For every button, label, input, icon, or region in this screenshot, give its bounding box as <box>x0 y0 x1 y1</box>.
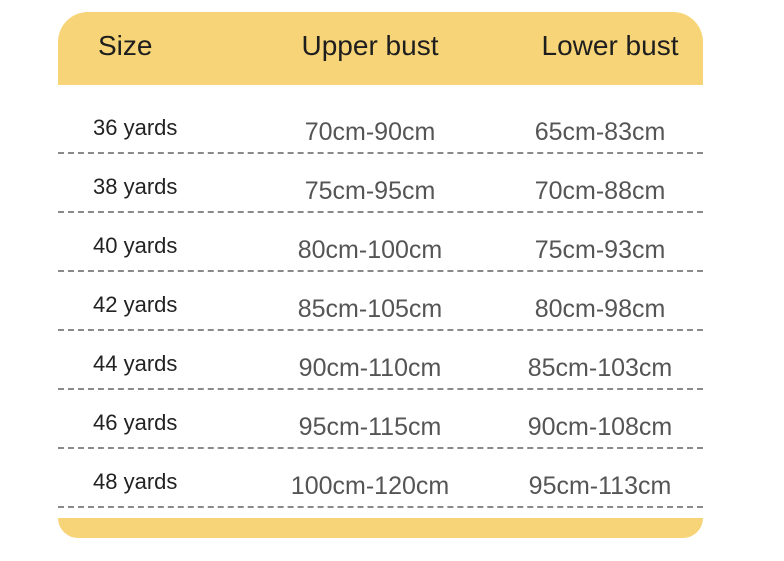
cell-lower-bust: 70cm-88cm <box>534 177 666 205</box>
table-row: 40 yards 80cm-100cm 75cm-93cm <box>58 211 703 272</box>
table-row: 36 yards 70cm-90cm 65cm-83cm <box>58 93 703 154</box>
table-footer-bar <box>58 518 703 538</box>
cell-size: 44 yards <box>93 351 178 376</box>
cell-size: 40 yards <box>93 233 178 258</box>
cell-lower-bust: 85cm-103cm <box>527 354 673 382</box>
cell-lower-bust: 95cm-113cm <box>528 472 672 500</box>
header-upper-bust: Upper bust <box>301 30 439 61</box>
cell-upper-bust: 100cm-120cm <box>290 472 450 500</box>
cell-size: 46 yards <box>93 410 178 435</box>
cell-lower-bust: 65cm-83cm <box>534 118 666 146</box>
cell-lower-bust: 90cm-108cm <box>527 413 673 441</box>
cell-upper-bust: 75cm-95cm <box>304 177 436 205</box>
cell-size: 48 yards <box>93 469 178 494</box>
cell-lower-bust: 80cm-98cm <box>534 295 666 323</box>
table-row: 48 yards 100cm-120cm 95cm-113cm <box>58 447 703 508</box>
table-row: 44 yards 90cm-110cm 85cm-103cm <box>58 329 703 390</box>
cell-upper-bust: 70cm-90cm <box>304 118 436 146</box>
cell-upper-bust: 95cm-115cm <box>298 413 442 441</box>
cell-size: 36 yards <box>93 115 178 140</box>
table-row: 38 yards 75cm-95cm 70cm-88cm <box>58 152 703 213</box>
cell-size: 42 yards <box>93 292 178 317</box>
cell-size: 38 yards <box>93 174 178 199</box>
table-header: Size Upper bust Lower bust <box>58 12 703 85</box>
header-size: Size <box>98 30 153 61</box>
table-row: 42 yards 85cm-105cm 80cm-98cm <box>58 270 703 331</box>
table-row: 46 yards 95cm-115cm 90cm-108cm <box>58 388 703 449</box>
cell-upper-bust: 85cm-105cm <box>297 295 443 323</box>
cell-upper-bust: 80cm-100cm <box>297 236 443 264</box>
cell-lower-bust: 75cm-93cm <box>534 236 666 264</box>
header-lower-bust: Lower bust <box>541 30 679 61</box>
cell-upper-bust: 90cm-110cm <box>298 354 442 382</box>
